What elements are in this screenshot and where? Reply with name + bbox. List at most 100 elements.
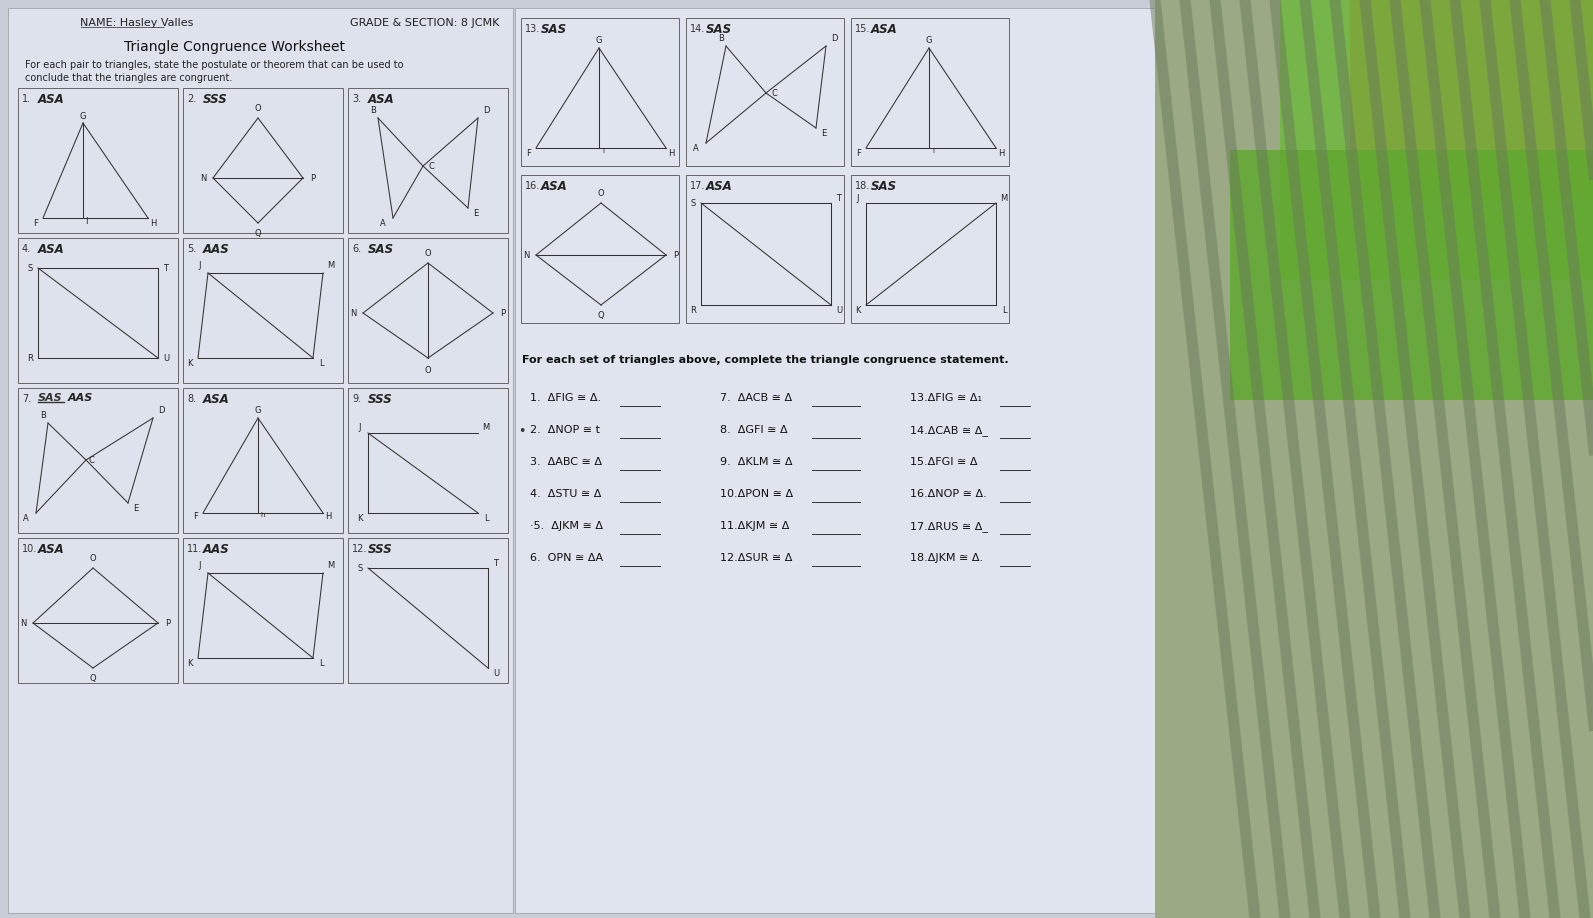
Bar (18, 538, 178, 683)
Text: SSS: SSS (368, 543, 393, 556)
Text: C: C (771, 88, 777, 97)
Text: 4.  ΔSTU ≅ Δ: 4. ΔSTU ≅ Δ (530, 489, 602, 499)
Text: R: R (27, 353, 33, 363)
Text: F: F (527, 149, 532, 158)
Text: 8.: 8. (186, 394, 196, 404)
Text: 14.ΔCAB ≅ Δ_: 14.ΔCAB ≅ Δ_ (910, 425, 988, 436)
Text: 16.ΔNOP ≅ Δ.: 16.ΔNOP ≅ Δ. (910, 489, 986, 499)
Text: For each set of triangles above, complete the triangle congruence statement.: For each set of triangles above, complet… (523, 355, 1008, 365)
Text: Q: Q (597, 310, 604, 319)
Text: 9.  ΔKLM ≅ Δ: 9. ΔKLM ≅ Δ (720, 457, 792, 467)
Text: SAS: SAS (871, 180, 897, 193)
Text: SAS: SAS (368, 243, 393, 256)
Text: 6.  ΟPN ≅ ΔA: 6. ΟPN ≅ ΔA (530, 553, 604, 563)
Bar (851, 18, 1008, 166)
Text: H: H (667, 149, 674, 158)
Text: 1.: 1. (22, 94, 32, 104)
Bar (851, 175, 1008, 323)
Text: T: T (494, 558, 499, 567)
Text: M: M (1000, 194, 1008, 203)
Text: K: K (188, 658, 193, 667)
Text: F: F (194, 511, 199, 521)
Text: B: B (370, 106, 376, 115)
Text: P: P (311, 174, 315, 183)
Text: M: M (328, 261, 335, 270)
Text: I: I (602, 148, 604, 154)
Text: 3.  ΔABC ≅ Δ: 3. ΔABC ≅ Δ (530, 457, 602, 467)
Text: Q: Q (89, 674, 96, 682)
Text: 6.: 6. (352, 244, 362, 254)
Text: h: h (261, 512, 266, 518)
Text: P: P (166, 619, 170, 628)
Text: T: T (164, 263, 169, 273)
Text: E: E (822, 129, 827, 138)
Bar (183, 238, 342, 383)
Text: U: U (162, 353, 169, 363)
Bar (1230, 150, 1593, 400)
Text: T: T (836, 194, 841, 203)
Text: G: G (80, 111, 86, 120)
Text: 15.ΔFGI ≅ Δ: 15.ΔFGI ≅ Δ (910, 457, 978, 467)
Text: N: N (350, 308, 357, 318)
Text: 18.: 18. (855, 181, 870, 191)
Text: H: H (325, 511, 331, 521)
Text: J: J (199, 561, 201, 569)
Text: GRADE & SECTION: 8 JCMK: GRADE & SECTION: 8 JCMK (350, 18, 499, 28)
Bar (347, 388, 508, 533)
Text: NAME: Hasley Valles: NAME: Hasley Valles (80, 18, 193, 28)
Bar (347, 238, 508, 383)
Text: ASA: ASA (368, 93, 395, 106)
FancyBboxPatch shape (8, 8, 513, 913)
Text: 12.ΔSUR ≅ Δ: 12.ΔSUR ≅ Δ (720, 553, 792, 563)
Text: N: N (523, 251, 529, 260)
Text: 1.  ΔFIG ≅ Δ.: 1. ΔFIG ≅ Δ. (530, 393, 601, 403)
Text: D: D (832, 33, 838, 42)
Text: SSS: SSS (202, 93, 228, 106)
Text: SAS: SAS (542, 23, 567, 36)
Text: Q: Q (255, 229, 261, 238)
Text: AAS: AAS (68, 393, 94, 403)
Text: R: R (690, 306, 696, 315)
Text: A: A (381, 218, 386, 228)
Text: 17.ΔRUS ≅ Δ_: 17.ΔRUS ≅ Δ_ (910, 521, 988, 532)
Text: H: H (997, 149, 1004, 158)
Text: 4.: 4. (22, 244, 32, 254)
Text: 14.: 14. (690, 24, 706, 34)
Text: M: M (328, 561, 335, 569)
Text: M: M (483, 422, 489, 431)
Text: 12.: 12. (352, 544, 368, 554)
Bar (18, 238, 178, 383)
Text: A: A (24, 513, 29, 522)
Text: O: O (425, 249, 432, 258)
Text: 5.: 5. (186, 244, 196, 254)
Text: 8.  ΔGFI ≅ Δ: 8. ΔGFI ≅ Δ (720, 425, 787, 435)
Text: F: F (857, 149, 862, 158)
Text: Triangle Congruence Worksheet: Triangle Congruence Worksheet (124, 40, 346, 54)
Text: O: O (425, 365, 432, 375)
Text: conclude that the triangles are congruent.: conclude that the triangles are congruen… (25, 73, 233, 83)
Text: U: U (836, 306, 843, 315)
Bar (1349, 0, 1593, 200)
Text: I: I (932, 148, 933, 154)
Text: L: L (1002, 306, 1007, 315)
Text: S: S (690, 198, 696, 207)
Text: For each pair to triangles, state the postulate or theorem that can be used to: For each pair to triangles, state the po… (25, 60, 403, 70)
Text: K: K (357, 513, 363, 522)
Text: D: D (483, 106, 489, 115)
Text: ·5.  ΔJKM ≅ Δ: ·5. ΔJKM ≅ Δ (530, 521, 604, 531)
Text: P: P (674, 251, 679, 260)
Text: G: G (926, 36, 932, 44)
Bar (687, 18, 844, 166)
Text: J: J (358, 422, 362, 431)
Bar (521, 18, 679, 166)
Bar (521, 175, 679, 323)
Text: AAS: AAS (202, 243, 229, 256)
Text: S: S (357, 564, 363, 573)
Text: 11.ΔKJM ≅ Δ: 11.ΔKJM ≅ Δ (720, 521, 790, 531)
Bar (183, 388, 342, 533)
Bar (1155, 0, 1593, 918)
Text: G: G (596, 36, 602, 44)
Bar (18, 88, 178, 233)
Text: P: P (500, 308, 505, 318)
Text: O: O (255, 104, 261, 113)
